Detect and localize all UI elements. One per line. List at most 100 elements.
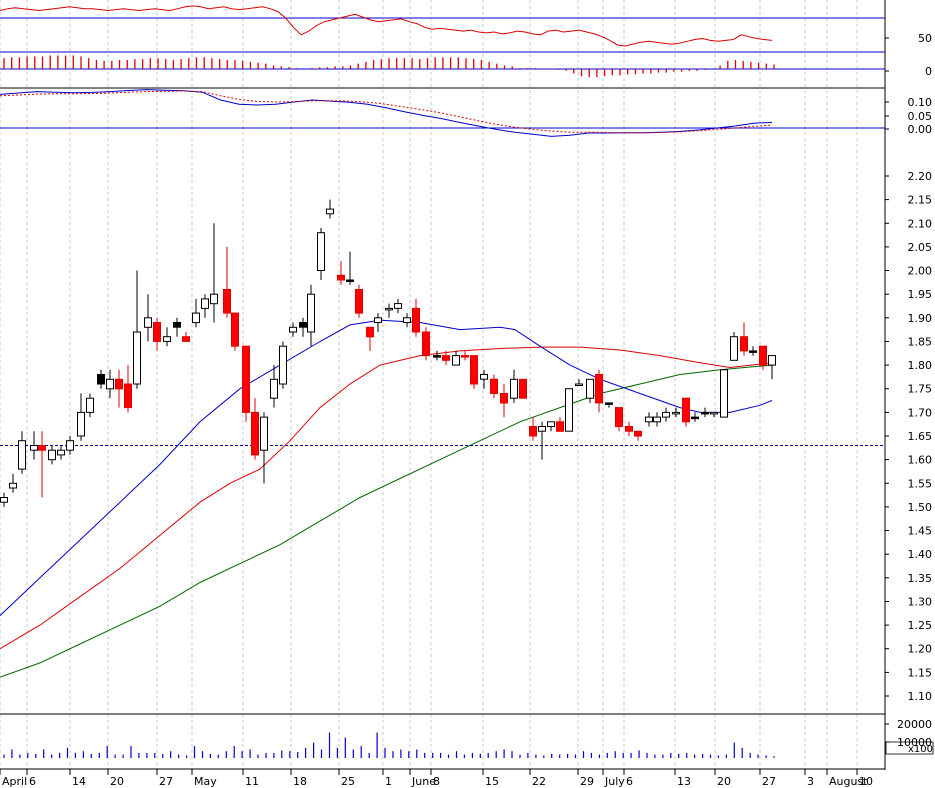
x-tick-label: 13	[677, 775, 691, 788]
rsi-line	[0, 5, 773, 47]
price-tick-label: 2.10	[908, 217, 933, 230]
volume-multiplier-label: x100	[908, 744, 933, 755]
candle-body	[595, 374, 603, 404]
price-tick-label: 1.50	[908, 501, 933, 514]
histogram-panel	[3, 55, 775, 78]
price-tick-label: 1.10	[908, 690, 933, 703]
candle-body	[173, 322, 181, 328]
candle-body	[510, 378, 518, 399]
candle-body	[519, 378, 527, 399]
x-tick-label: 3	[807, 775, 814, 788]
candle-body	[279, 345, 287, 385]
candle-body	[586, 378, 594, 399]
candle-body	[452, 355, 460, 366]
candle-body	[223, 289, 231, 314]
candle-body	[66, 440, 74, 451]
candle-body	[556, 421, 564, 432]
candle-body	[153, 322, 161, 342]
x-tick-label: 22	[532, 775, 546, 788]
volume-tick-label: 10000	[897, 736, 932, 749]
price-tick-label: 1.70	[908, 406, 933, 419]
candle-body	[662, 411, 670, 418]
price-tick-label: 1.80	[908, 359, 933, 372]
candle-body	[270, 378, 278, 399]
candle-body	[433, 355, 441, 358]
candle-body	[355, 289, 363, 314]
candle-body	[720, 369, 728, 418]
candle-body	[385, 307, 393, 311]
x-tick-label: 1	[385, 775, 392, 788]
x-tick-label: 10	[859, 775, 873, 788]
x-tick-label: May	[194, 775, 217, 788]
rsi-tick-label: 50	[918, 32, 932, 45]
volume-multiplier-box	[885, 741, 934, 755]
candle-body	[605, 402, 613, 405]
candle-body	[97, 374, 105, 385]
candle-body	[768, 355, 776, 366]
candle-body	[210, 293, 218, 305]
candle-body	[500, 393, 508, 404]
candle-body	[422, 331, 430, 357]
volume-panel	[3, 732, 775, 758]
x-tick-label: 15	[485, 775, 499, 788]
candle-body	[163, 336, 171, 342]
price-tick-label: 2.00	[908, 265, 933, 278]
candle-body	[710, 411, 718, 415]
price-tick-label: 1.40	[908, 548, 933, 561]
candle-body	[461, 355, 469, 358]
candle-body	[701, 411, 709, 415]
price-panel	[0, 199, 885, 678]
candle-body	[242, 345, 250, 413]
panel-frames	[0, 0, 886, 770]
price-tick-label: 1.90	[908, 312, 933, 325]
candle-body	[394, 303, 402, 309]
candle-body	[144, 317, 152, 328]
candle-body	[115, 378, 123, 390]
macd-tick-label: 0.00	[908, 123, 933, 136]
candle-body	[538, 426, 546, 432]
y-axis-labels: 50 0 0.100.050.00 2.20 2.15 2.10 2.05 2.00 1.95 1…	[885, 32, 934, 755]
candle-body	[48, 449, 56, 461]
macd-tick-label: 0.05	[908, 110, 933, 123]
candle-body	[133, 331, 141, 385]
candle-body	[18, 440, 26, 470]
x-tick-label: June	[411, 775, 436, 788]
volume-tick-label: 20000	[897, 718, 932, 731]
candle-body	[759, 345, 767, 366]
candle-body	[730, 336, 738, 361]
candle-body	[201, 298, 209, 309]
candle-body	[106, 378, 114, 390]
macd-signal-line	[0, 90, 773, 134]
candle-body	[625, 426, 633, 432]
price-tick-label: 1.85	[908, 336, 933, 349]
price-tick-label: 2.05	[908, 241, 933, 254]
candle-body	[490, 378, 498, 394]
x-tick-label: 27	[762, 775, 776, 788]
candle-body	[307, 293, 315, 333]
x-tick-label: 8	[433, 775, 440, 788]
moving-average-long	[0, 364, 773, 678]
candle-body	[124, 383, 132, 409]
candle-body	[289, 326, 297, 333]
candle-body	[57, 449, 65, 456]
rsi-tick-label: 0	[925, 65, 932, 78]
candle-body	[403, 317, 411, 323]
price-tick-label: 1.25	[908, 619, 933, 632]
moving-average-medium	[0, 346, 773, 650]
price-tick-label: 1.65	[908, 430, 933, 443]
candle-body	[346, 279, 354, 282]
macd-panel	[0, 89, 885, 137]
x-tick-label: 27	[159, 775, 173, 788]
x-tick-label: 20	[110, 775, 124, 788]
candle-body	[749, 350, 757, 353]
candle-body	[366, 326, 374, 338]
price-tick-label: 1.15	[908, 666, 933, 679]
candle-body	[299, 322, 307, 328]
candle-body	[442, 355, 450, 361]
candle-body	[565, 388, 573, 432]
candle-body	[480, 374, 488, 380]
price-tick-label: 2.20	[908, 170, 933, 183]
x-tick-label: April	[2, 775, 27, 788]
x-tick-label: August	[829, 775, 868, 788]
